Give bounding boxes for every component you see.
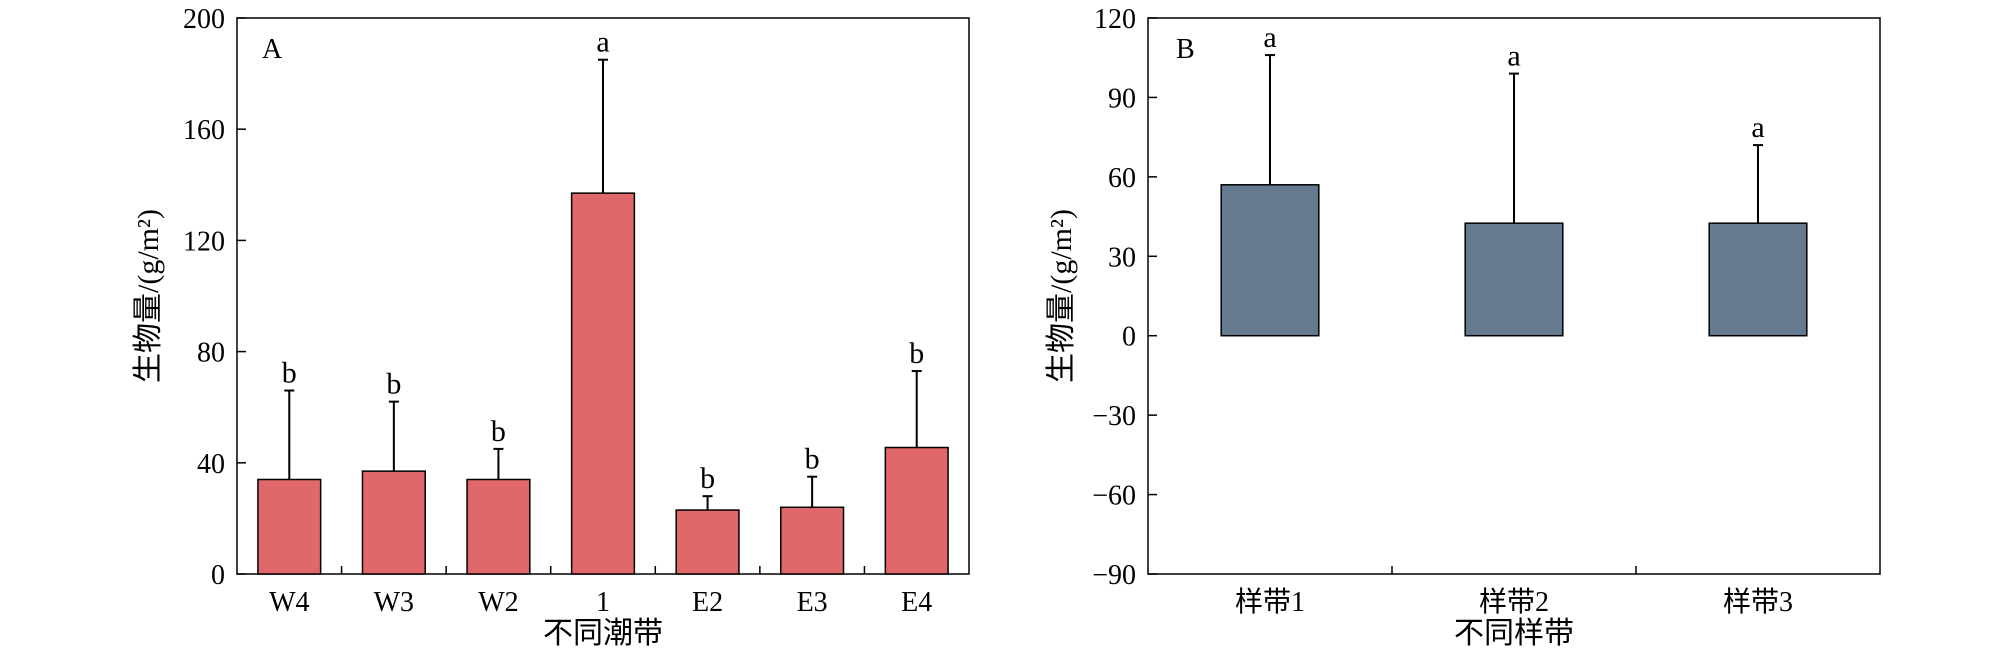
panel-a-label: A bbox=[262, 34, 283, 65]
panel-a-chart: A 0 40 80 120 160 200 W4 W3 W2 1 E2 E3 E4 b b b a b b b 不… bbox=[132, 4, 970, 650]
panel-a-x-tick-label: W3 bbox=[374, 587, 414, 618]
panel-a-significance-label: b bbox=[386, 368, 401, 401]
panel-a-bar bbox=[570, 192, 636, 575]
panel-a-significance-label: b bbox=[700, 462, 715, 495]
panel-a-x-tick-label: E4 bbox=[901, 587, 932, 618]
panel-a-y-tick-label: 200 bbox=[183, 4, 225, 35]
panel-a-x-axis-title: 不同潮带 bbox=[543, 617, 663, 650]
panel-b-y-tick-label: 30 bbox=[1108, 242, 1136, 273]
panel-b-x-tick-label: 样带2 bbox=[1479, 586, 1549, 618]
panel-b-x-tick-label: 样带3 bbox=[1723, 586, 1793, 618]
panel-a-y-tick-label: 40 bbox=[197, 449, 225, 480]
panel-a-y-tick-label: 0 bbox=[211, 560, 225, 591]
panel-a-bar bbox=[257, 478, 322, 575]
panel-b-y-tick-label: −60 bbox=[1092, 481, 1136, 512]
panel-a-bar bbox=[466, 478, 531, 575]
panel-a-y-axis-title: 生物量/(g/m²) bbox=[132, 209, 165, 383]
panel-b-significance-label: a bbox=[1263, 21, 1276, 54]
panel-b-y-tick-label: 90 bbox=[1108, 83, 1136, 114]
panel-b-y-tick-label: 120 bbox=[1094, 4, 1136, 35]
panel-a-bar bbox=[884, 446, 949, 575]
panel-a-bars: b b b a b b b bbox=[257, 26, 949, 575]
panel-a-x-tick-label: W4 bbox=[269, 587, 309, 618]
panel-a-significance-label: b bbox=[491, 415, 506, 448]
panel-b-y-axis-title: 生物量/(g/m²) bbox=[1045, 209, 1078, 383]
panel-a-bar bbox=[361, 470, 426, 575]
panel-b-y-tick-label: 60 bbox=[1108, 163, 1136, 194]
panel-a-bar bbox=[780, 506, 845, 575]
panel-a-x-tick-label: 1 bbox=[596, 587, 610, 618]
panel-b-x-axis-title: 不同样带 bbox=[1454, 617, 1574, 650]
panel-a-x-axis: W4 W3 W2 1 E2 E3 E4 bbox=[269, 566, 932, 618]
panel-b-y-tick-label: −90 bbox=[1092, 560, 1136, 591]
panel-b-bar bbox=[1464, 222, 1564, 337]
panel-a-bar bbox=[675, 509, 740, 575]
panel-a-significance-label: a bbox=[596, 26, 609, 59]
panel-a-y-axis: 0 40 80 120 160 200 bbox=[183, 4, 246, 591]
panel-b-x-tick-label: 样带1 bbox=[1235, 586, 1305, 618]
panel-a-x-tick-label: E2 bbox=[692, 587, 723, 618]
panel-b-y-tick-label: −30 bbox=[1092, 401, 1136, 432]
panel-b-y-tick-label: 0 bbox=[1122, 322, 1136, 353]
panel-a-y-tick-label: 80 bbox=[197, 338, 225, 369]
panel-b-chart: B −90 −60 −30 0 30 60 90 120 样带1 样带2 样带3 a a a 不同样带… bbox=[1045, 4, 1881, 650]
panel-a-y-tick-label: 120 bbox=[183, 226, 225, 257]
panel-b-significance-label: a bbox=[1751, 111, 1764, 144]
panel-b-significance-label: a bbox=[1507, 40, 1520, 73]
panel-a-y-tick-label: 160 bbox=[183, 115, 225, 146]
panel-b-bars: a a a bbox=[1220, 21, 1808, 337]
panel-a-x-tick-label: E3 bbox=[797, 587, 828, 618]
panel-b-y-axis: −90 −60 −30 0 30 60 90 120 bbox=[1092, 4, 1157, 591]
panel-b-label: B bbox=[1176, 34, 1195, 65]
panel-b-bar bbox=[1708, 222, 1808, 337]
panel-a-significance-label: b bbox=[805, 443, 820, 476]
panel-a-x-tick-label: W2 bbox=[478, 587, 518, 618]
panel-b-bar bbox=[1220, 184, 1320, 337]
panel-a-significance-label: b bbox=[282, 357, 297, 390]
panel-b-x-axis: 样带1 样带2 样带3 bbox=[1235, 566, 1793, 618]
panel-b-plot-frame bbox=[1147, 17, 1881, 575]
panel-a-significance-label: b bbox=[909, 337, 924, 370]
